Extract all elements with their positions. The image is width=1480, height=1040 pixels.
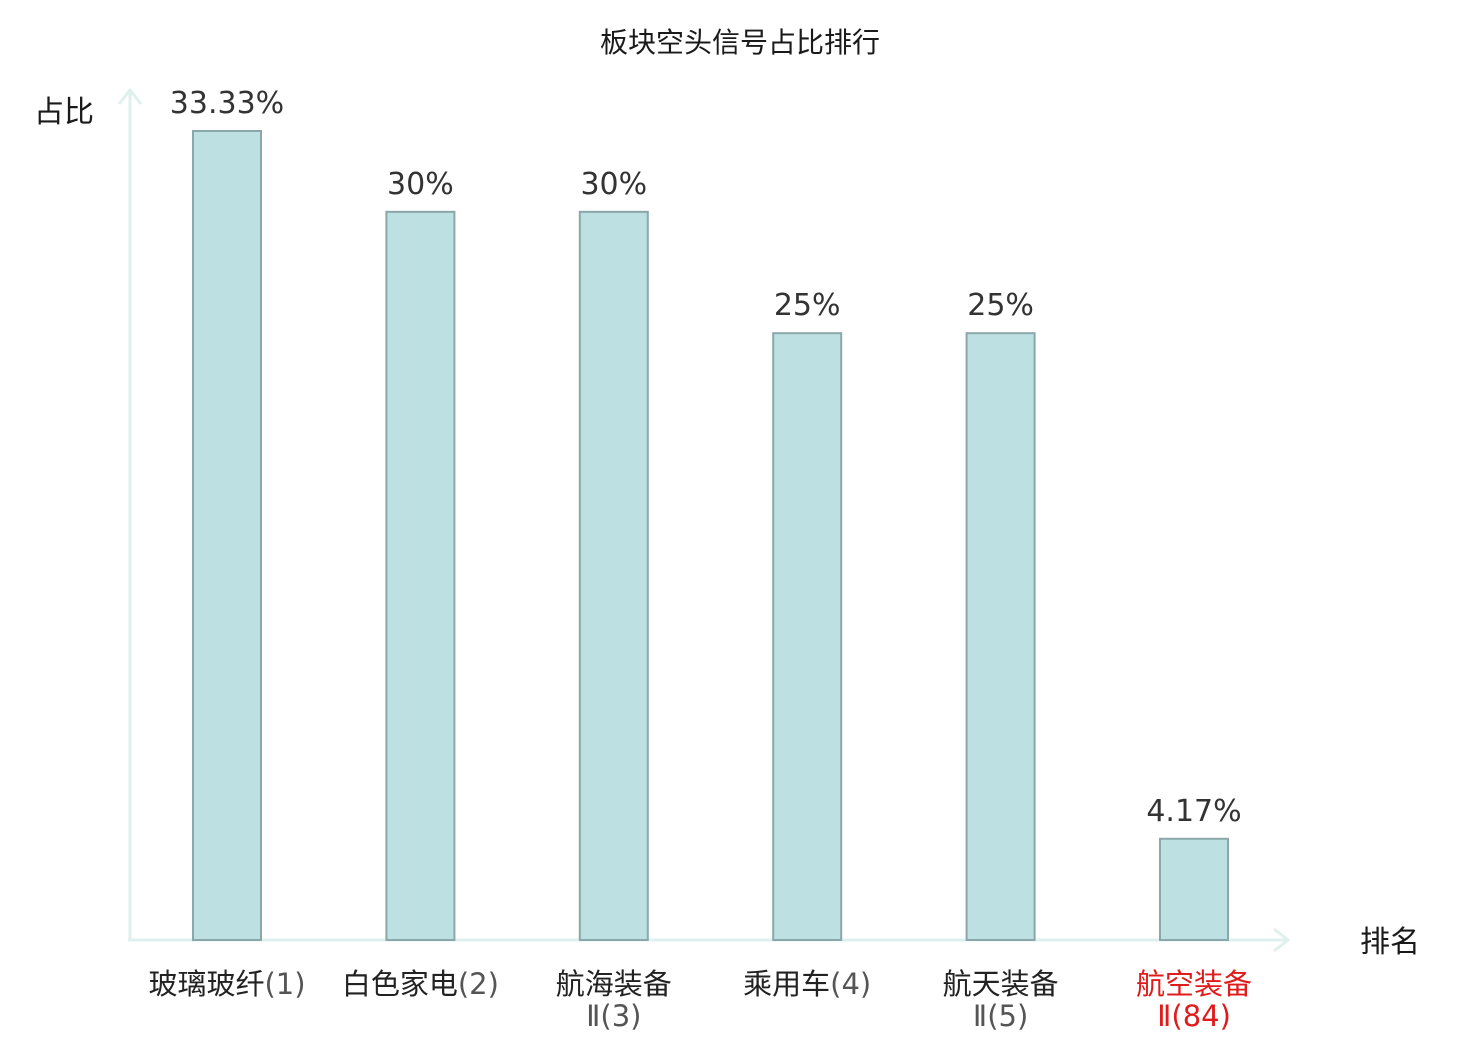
value-label-1: 33.33% <box>170 86 284 121</box>
category-suffix-5: Ⅱ <box>973 999 987 1033</box>
value-label-6: 4.17% <box>1146 794 1241 829</box>
category-suffix-6: Ⅱ <box>1157 999 1171 1033</box>
bars-group <box>192 130 1229 942</box>
value-label-5: 25% <box>967 288 1034 323</box>
category-label-5: 航天装备 <box>943 967 1059 1001</box>
category-label-2: 白色家电(2) <box>342 967 499 1001</box>
category-name-1: 玻璃玻纤 <box>148 967 264 1001</box>
chart-title: 板块空头信号占比排行 <box>600 26 880 59</box>
y-axis-arrow <box>117 87 143 105</box>
category-suffix-3: Ⅱ <box>586 999 600 1033</box>
bar-1 <box>192 130 262 941</box>
category-name-6: 航空装备 <box>1136 967 1252 1001</box>
category-rank-3: (3) <box>600 999 641 1033</box>
y-axis-label: 占比 <box>34 95 94 130</box>
category-rank-5: (5) <box>987 999 1028 1033</box>
category-label-3: 航海装备 <box>556 967 672 1001</box>
value-label-4: 25% <box>774 288 841 323</box>
bar-2 <box>385 210 456 941</box>
category-label-line2-5: Ⅱ(5) <box>973 999 1028 1033</box>
category-rank-2: (2) <box>458 967 499 1001</box>
category-rank-4: (4) <box>830 967 871 1001</box>
bar-4 <box>772 332 843 941</box>
category-label-4: 乘用车(4) <box>743 967 871 1001</box>
x-axis-label: 排名 <box>1360 925 1420 960</box>
bar-3 <box>578 210 649 941</box>
category-rank-1: (1) <box>264 967 305 1001</box>
value-label-2: 30% <box>387 167 454 202</box>
category-name-3: 航海装备 <box>556 967 672 1001</box>
category-label-6: 航空装备 <box>1136 967 1252 1001</box>
category-label-line2-3: Ⅱ(3) <box>586 999 641 1033</box>
category-rank-6: (84) <box>1171 999 1231 1033</box>
x-axis-arrow <box>1273 927 1291 953</box>
value-labels-group: 33.33% 30% 30% 25% 25% 4.17% <box>170 86 1242 829</box>
bar-6 <box>1159 837 1229 942</box>
value-label-3: 30% <box>580 167 647 202</box>
bar-5 <box>965 332 1036 941</box>
category-label-1: 玻璃玻纤(1) <box>148 967 305 1001</box>
category-label-line2-6: Ⅱ(84) <box>1157 999 1231 1033</box>
category-name-2: 白色家电 <box>342 967 458 1001</box>
category-name-4: 乘用车 <box>743 967 830 1001</box>
category-name-5: 航天装备 <box>943 967 1059 1001</box>
